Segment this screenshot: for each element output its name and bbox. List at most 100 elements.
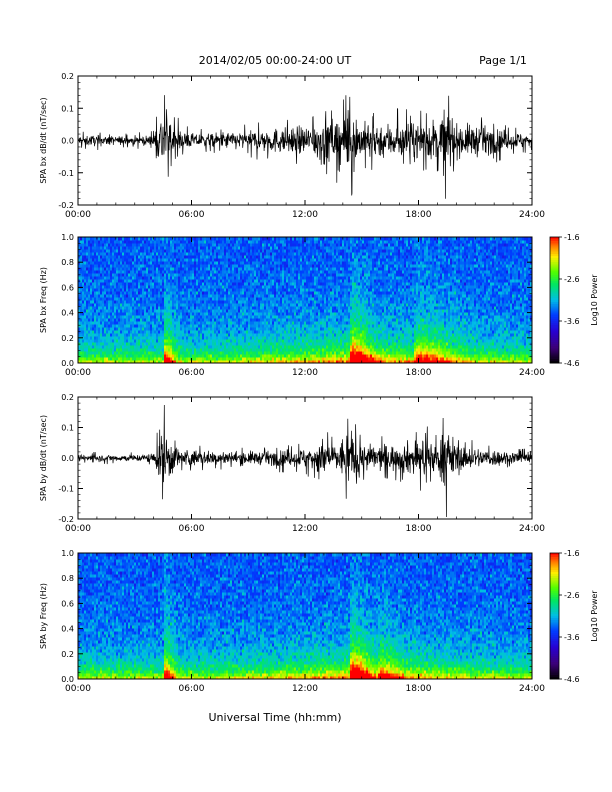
heatmap-cell — [98, 288, 101, 292]
heatmap-cell — [254, 342, 257, 346]
heatmap-cell — [174, 339, 177, 343]
heatmap-cell — [170, 330, 173, 334]
heatmap-cell — [194, 294, 197, 298]
heatmap-cell — [204, 264, 207, 268]
heatmap-cell — [146, 324, 149, 328]
heatmap-cell — [148, 273, 151, 277]
heatmap-cell — [294, 264, 297, 268]
heatmap-cell — [274, 342, 277, 346]
heatmap-cell — [258, 246, 261, 250]
heatmap-cell — [184, 273, 187, 277]
heatmap-cell — [102, 243, 105, 247]
heatmap-cell — [88, 300, 91, 304]
heatmap-cell — [138, 315, 141, 319]
heatmap-cell — [80, 300, 83, 304]
heatmap-cell — [224, 291, 227, 295]
heatmap-cell — [196, 270, 199, 274]
heatmap-cell — [180, 336, 183, 340]
heatmap-cell — [260, 249, 263, 253]
heatmap-cell — [112, 276, 115, 280]
heatmap-cell — [82, 282, 85, 286]
heatmap-cell — [308, 300, 311, 304]
heatmap-cell — [202, 336, 205, 340]
heatmap-cell — [198, 249, 201, 253]
heatmap-cell — [306, 288, 309, 292]
heatmap-cell — [282, 360, 285, 364]
heatmap-cell — [292, 339, 295, 343]
heatmap-cell — [286, 270, 289, 274]
heatmap-cell — [256, 279, 259, 283]
heatmap-cell — [256, 339, 259, 343]
heatmap-cell — [94, 345, 97, 349]
heatmap-cell — [140, 342, 143, 346]
heatmap-cell — [210, 348, 213, 352]
heatmap-cell — [86, 312, 89, 316]
heatmap-cell — [94, 240, 97, 244]
heatmap-cell — [268, 336, 271, 340]
heatmap-cell — [96, 267, 99, 271]
heatmap-cell — [186, 285, 189, 289]
heatmap-cell — [232, 240, 235, 244]
heatmap-cell — [306, 294, 309, 298]
heatmap-cell — [288, 294, 291, 298]
heatmap-cell — [222, 339, 225, 343]
heatmap-cell — [156, 342, 159, 346]
heatmap-cell — [208, 324, 211, 328]
heatmap-cell — [232, 324, 235, 328]
heatmap-cell — [164, 297, 167, 301]
heatmap-cell — [122, 351, 125, 355]
heatmap-cell — [204, 291, 207, 295]
heatmap-cell — [200, 264, 203, 268]
heatmap-cell — [308, 306, 311, 310]
heatmap-cell — [104, 255, 107, 259]
heatmap-cell — [124, 261, 127, 265]
heatmap-cell — [184, 288, 187, 292]
heatmap-cell — [166, 351, 169, 355]
heatmap-cell — [158, 255, 161, 259]
heatmap-cell — [120, 303, 123, 307]
heatmap-cell — [104, 285, 107, 289]
heatmap-cell — [282, 282, 285, 286]
heatmap-cell — [266, 306, 269, 310]
heatmap-cell — [130, 309, 133, 313]
heatmap-cell — [162, 267, 165, 271]
heatmap-cell — [106, 285, 109, 289]
heatmap-cell — [266, 279, 269, 283]
heatmap-cell — [146, 261, 149, 265]
heatmap-cell — [150, 360, 153, 364]
heatmap-cell — [224, 261, 227, 265]
heatmap-cell — [238, 261, 241, 265]
heatmap-cell — [194, 291, 197, 295]
heatmap-cell — [92, 345, 95, 349]
heatmap-cell — [98, 345, 101, 349]
heatmap-cell — [172, 294, 175, 298]
heatmap-cell — [138, 282, 141, 286]
heatmap-cell — [86, 342, 89, 346]
heatmap-cell — [256, 306, 259, 310]
heatmap-cell — [166, 354, 169, 358]
heatmap-cell — [282, 279, 285, 283]
heatmap-cell — [248, 291, 251, 295]
heatmap-cell — [162, 291, 165, 295]
heatmap-cell — [84, 243, 87, 247]
heatmap-cell — [212, 315, 215, 319]
heatmap-cell — [184, 282, 187, 286]
heatmap-cell — [108, 357, 111, 361]
heatmap-cell — [88, 342, 91, 346]
heatmap-cell — [190, 276, 193, 280]
heatmap-cell — [110, 255, 113, 259]
heatmap-cell — [172, 267, 175, 271]
heatmap-cell — [300, 315, 303, 319]
heatmap-cell — [176, 246, 179, 250]
heatmap-cell — [234, 348, 237, 352]
heatmap-cell — [292, 249, 295, 253]
heatmap-cell — [112, 246, 115, 250]
heatmap-cell — [240, 288, 243, 292]
heatmap-cell — [198, 237, 201, 241]
heatmap-cell — [210, 336, 213, 340]
heatmap-cell — [198, 321, 201, 325]
heatmap-cell — [260, 282, 263, 286]
heatmap-cell — [152, 336, 155, 340]
heatmap-cell — [258, 312, 261, 316]
heatmap-cell — [88, 297, 91, 301]
